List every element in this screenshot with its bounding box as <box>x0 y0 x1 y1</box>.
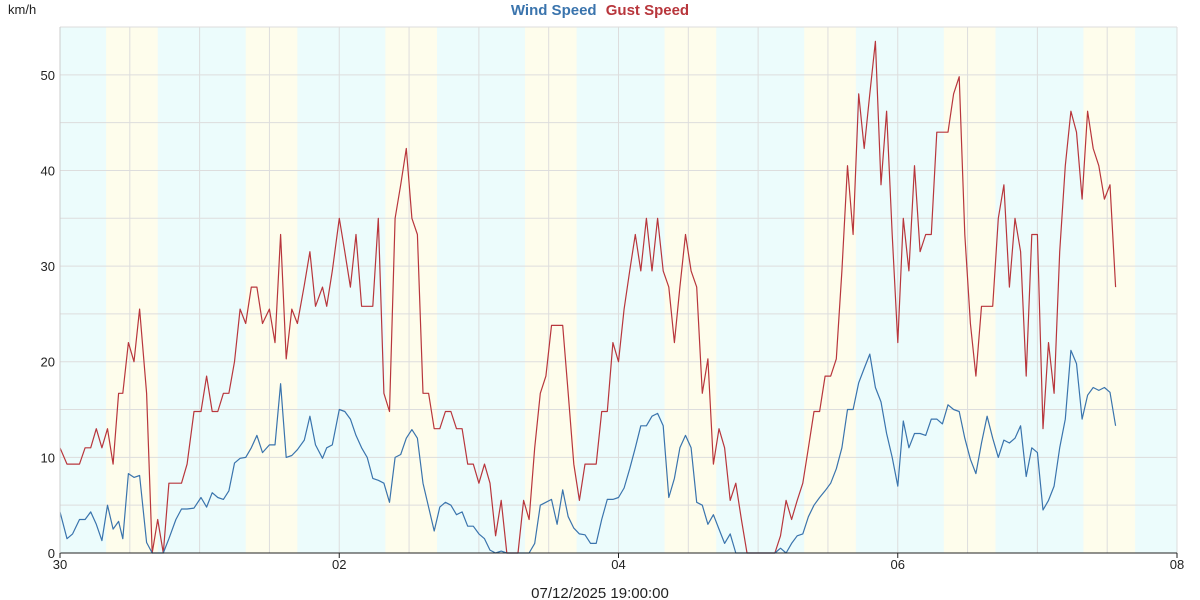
legend-gust-speed: Gust Speed <box>606 2 689 19</box>
day-band-4 <box>664 27 717 553</box>
tick-labels: 0 10 20 30 40 50 30 02 04 06 08 <box>41 68 1185 572</box>
wind-speed-line <box>59 349 1117 554</box>
x-tick-label: 08 <box>1170 557 1184 572</box>
series-lines <box>59 40 1117 554</box>
gust-speed-line <box>59 40 1117 554</box>
y-tick-label: 10 <box>41 450 55 465</box>
y-tick-label: 40 <box>41 163 55 178</box>
y-tick-label: 20 <box>41 355 55 370</box>
day-band-5 <box>804 27 856 553</box>
unit-label: km/h <box>8 2 36 17</box>
legend-wind-speed: Wind Speed <box>511 2 597 19</box>
y-tick-label: 30 <box>41 259 55 274</box>
x-tick-label: 04 <box>611 557 625 572</box>
day-band-7 <box>1083 27 1136 553</box>
x-tick-label: 06 <box>891 557 905 572</box>
y-tick-label: 50 <box>41 68 55 83</box>
y-tick-label: 0 <box>48 546 55 561</box>
day-band-1 <box>245 27 298 553</box>
chart-title: Wind Speed Gust Speed <box>511 2 689 19</box>
day-band-6 <box>943 27 996 553</box>
x-tick-label: 30 <box>53 557 67 572</box>
footer-timestamp: 07/12/2025 19:00:00 <box>531 585 669 600</box>
x-tick-label: 02 <box>332 557 346 572</box>
